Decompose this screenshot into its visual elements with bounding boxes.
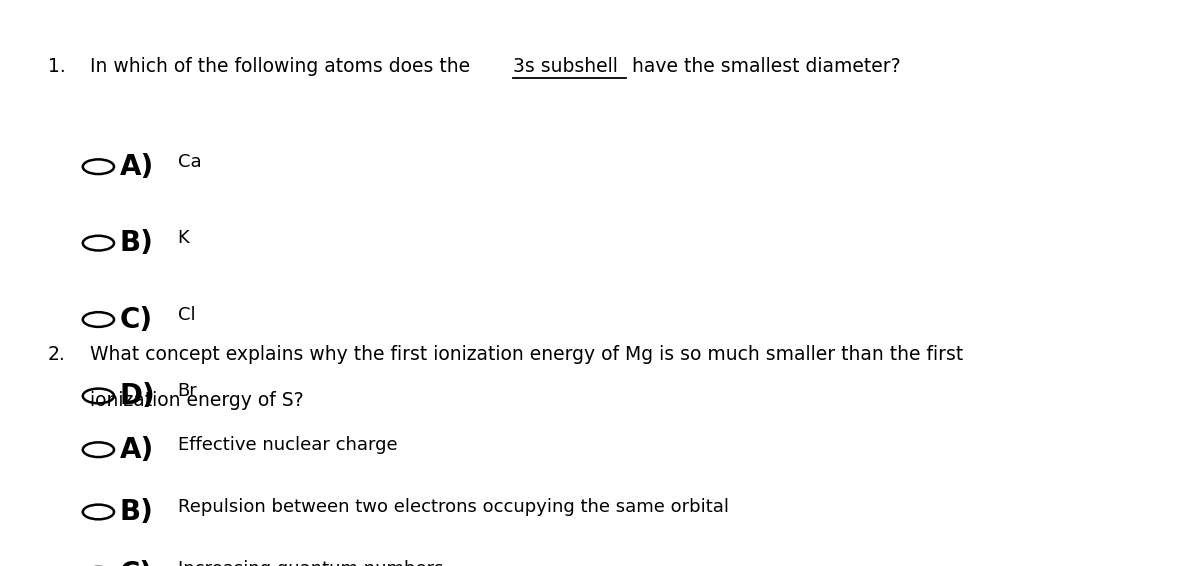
Text: have the smallest diameter?: have the smallest diameter?: [626, 57, 901, 76]
Text: 1.: 1.: [48, 57, 66, 76]
Text: What concept explains why the first ionization energy of Mg is so much smaller t: What concept explains why the first ioni…: [90, 345, 964, 365]
Text: 3s subshell: 3s subshell: [512, 57, 618, 76]
Text: B): B): [120, 498, 154, 526]
Text: Br: Br: [178, 382, 197, 400]
Text: Cl: Cl: [178, 306, 196, 324]
Text: 2.: 2.: [48, 345, 66, 365]
Text: D): D): [120, 382, 156, 410]
Text: A): A): [120, 153, 155, 181]
Text: C): C): [120, 560, 154, 566]
Text: Effective nuclear charge: Effective nuclear charge: [178, 436, 397, 454]
Text: B): B): [120, 229, 154, 257]
Text: Repulsion between two electrons occupying the same orbital: Repulsion between two electrons occupyin…: [178, 498, 728, 516]
Text: A): A): [120, 436, 155, 464]
Text: In which of the following atoms does the: In which of the following atoms does the: [90, 57, 476, 76]
Text: K: K: [178, 229, 190, 247]
Text: C): C): [120, 306, 154, 333]
Text: ionization energy of S?: ionization energy of S?: [90, 391, 304, 410]
Text: Increasing quantum numbers: Increasing quantum numbers: [178, 560, 443, 566]
Text: Ca: Ca: [178, 153, 202, 171]
